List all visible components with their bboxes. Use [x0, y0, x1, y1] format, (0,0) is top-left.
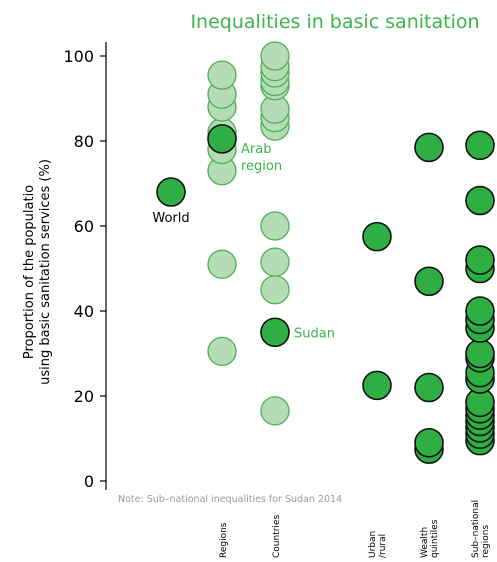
x-tick-label: Regions [219, 522, 229, 558]
annotation-world: World [152, 211, 189, 226]
data-point-light [260, 211, 290, 241]
data-point-dark [465, 245, 495, 275]
data-point-light [207, 60, 237, 90]
x-tick-label: Urban/rural [368, 531, 388, 558]
data-points [156, 41, 495, 464]
data-point-dark [260, 317, 290, 348]
data-point-dark [414, 427, 444, 458]
data-point-dark [414, 132, 444, 163]
data-point-light [260, 396, 290, 426]
data-point-dark [465, 185, 495, 216]
x-tick-label-line: /rural [378, 534, 388, 558]
data-point-dark [156, 177, 186, 207]
x-tick-label-line: Wealth [420, 527, 430, 558]
annotation-sudan: Sudan [294, 326, 335, 341]
data-point-dark [465, 130, 495, 161]
data-point-dark [362, 221, 392, 252]
x-tick-label-line: regions [481, 525, 491, 558]
chart-title: Inequalities in basic sanitation [190, 11, 479, 33]
y-tick-label: 0 [84, 472, 94, 491]
data-point-dark [465, 296, 495, 326]
y-tick-label: 20 [74, 387, 94, 406]
data-point-dark [465, 338, 495, 369]
data-point-light [207, 249, 237, 279]
y-axis-title-line-1: Proportion of the populatio [22, 185, 37, 359]
x-tick-label-line: Regions [219, 522, 229, 558]
data-point-light [260, 41, 290, 71]
data-point-dark [414, 266, 444, 297]
annotation-arab-region: Arab region [241, 142, 282, 174]
y-tick-label: 60 [74, 217, 94, 236]
y-axis-title-line-2: using basic sanitation services (%) [38, 159, 53, 385]
x-tick-label-line: Sub–national [471, 500, 481, 558]
y-tick-label: 100 [63, 47, 94, 66]
y-tick-label: 40 [74, 302, 94, 321]
data-point-dark [207, 124, 237, 154]
annotations: World Arab region Sudan [152, 142, 335, 341]
data-point-light [260, 275, 290, 305]
x-tick-label-line: Countries [272, 515, 282, 558]
data-point-dark [362, 370, 392, 401]
data-point-dark [414, 372, 444, 403]
x-tick-label: Wealth quintiles [420, 519, 440, 558]
y-tick-label: 80 [74, 132, 94, 151]
chart-note: Note: Sub–national inequalities for Suda… [118, 494, 342, 505]
x-tick-label-line: Urban [368, 531, 378, 558]
y-axis-title: Proportion of the populatio using basic … [22, 159, 53, 385]
x-tick-label: Countries [272, 515, 282, 558]
y-ticks: 0 20 40 60 80 100 [63, 47, 106, 491]
x-axis-labels: Regions Countries Urban/rural Wealth quintil… [219, 500, 491, 558]
x-tick-label: Sub–national regions [471, 500, 491, 558]
data-point-light [207, 336, 237, 367]
x-tick-label-line: quintiles [430, 519, 440, 558]
data-point-light [260, 247, 290, 277]
